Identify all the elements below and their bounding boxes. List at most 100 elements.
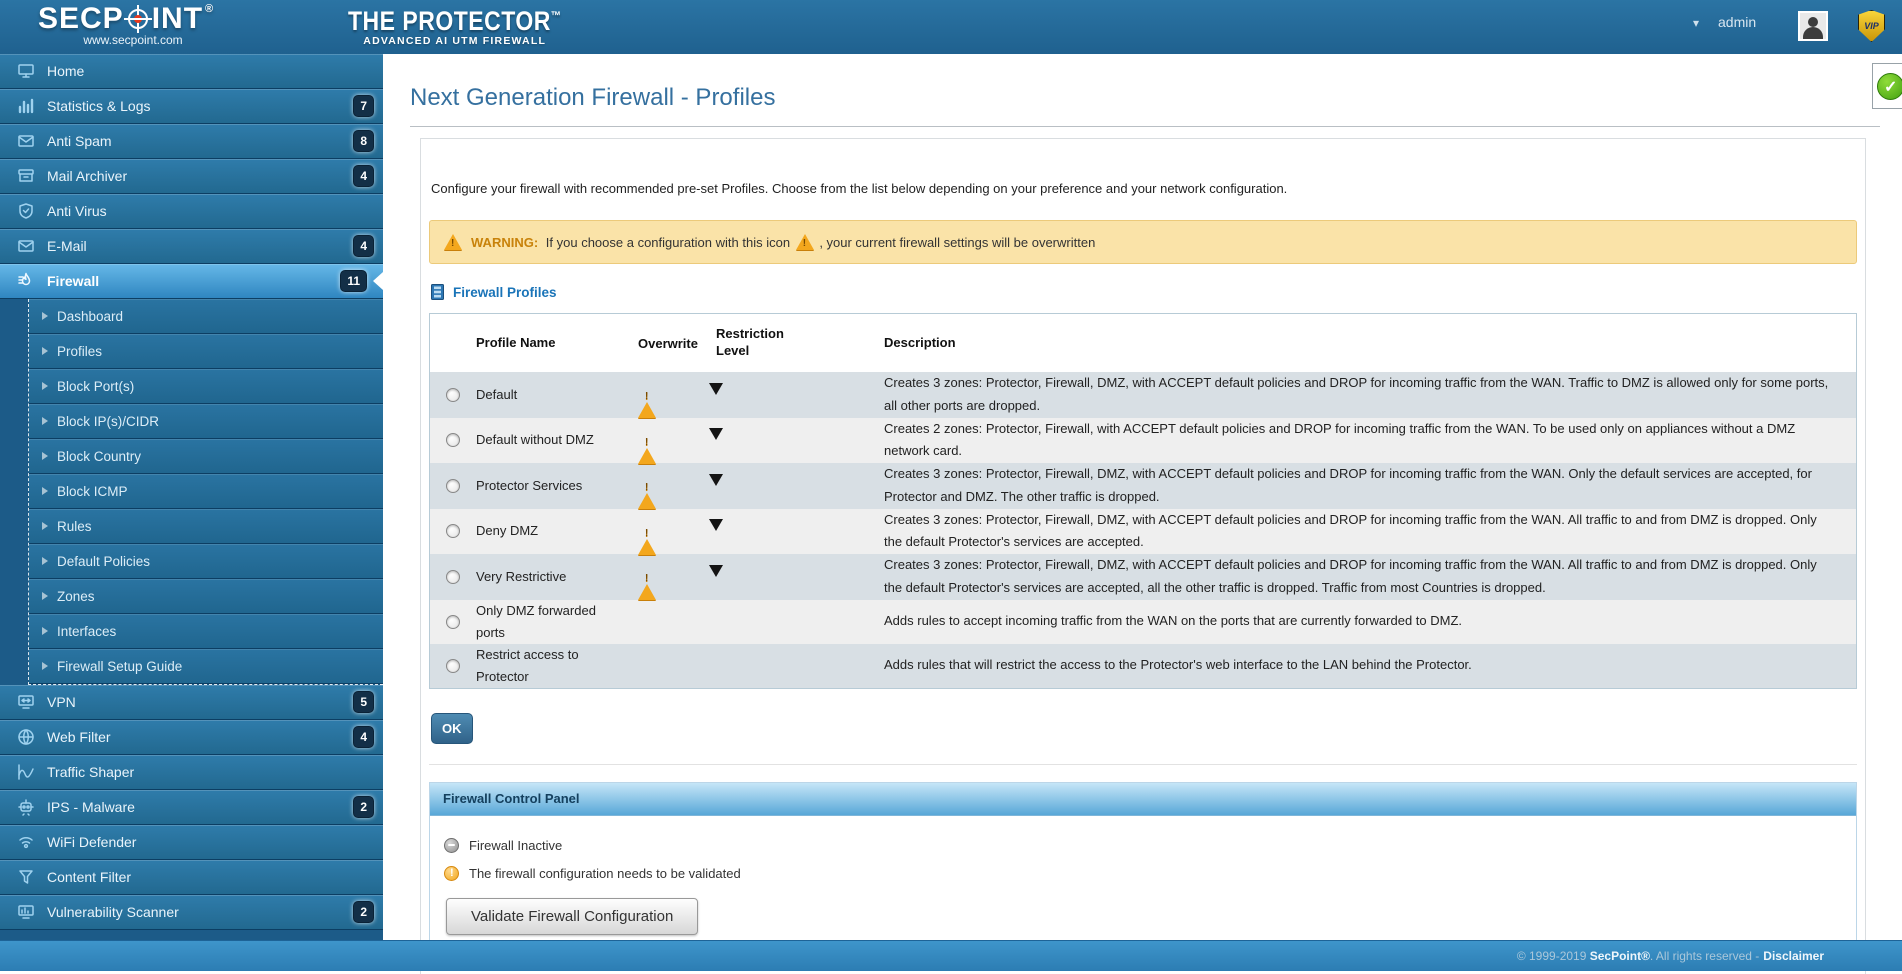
sidebar-subitem-block-icmp[interactable]: Block ICMP <box>29 474 383 509</box>
submenu-arrow-icon <box>42 487 48 495</box>
user-menu-caret-icon[interactable]: ▾ <box>1693 16 1699 30</box>
sidebar-item-statistics-logs[interactable]: Statistics & Logs 7 <box>0 89 383 124</box>
sidebar-item-label: Content Filter <box>47 869 131 885</box>
sidebar-subitem-profiles[interactable]: Profiles <box>29 334 383 369</box>
restriction-marker-icon <box>709 565 723 577</box>
column-header-profile-name: Profile Name <box>476 332 628 354</box>
count-badge: 4 <box>353 235 374 257</box>
firewall-submenu: Dashboard Profiles Block Port(s) Block I… <box>28 299 383 685</box>
firewall-control-panel: Firewall Control Panel Firewall Inactive… <box>429 782 1857 954</box>
ok-button[interactable]: OK <box>431 713 473 744</box>
profile-radio[interactable] <box>446 570 460 584</box>
overwrite-warning-icon <box>638 478 656 509</box>
warning-text-before: If you choose a configuration with this … <box>546 235 790 250</box>
sidebar-subitem-rules[interactable]: Rules <box>29 509 383 544</box>
profile-name: Default without DMZ <box>476 429 628 451</box>
sidebar-item-traffic-shaper[interactable]: Traffic Shaper <box>0 755 383 790</box>
sidebar-item-label: Home <box>47 63 84 79</box>
firewall-status-line: Firewall Inactive <box>444 838 1842 853</box>
submenu-item-label: Block Country <box>57 449 141 464</box>
sidebar-item-label: E-Mail <box>47 238 87 254</box>
profile-radio[interactable] <box>446 659 460 673</box>
submenu-arrow-icon <box>42 417 48 425</box>
warning-banner: WARNING: If you choose a configuration w… <box>429 220 1857 264</box>
sidebar-item-anti-virus[interactable]: Anti Virus <box>0 194 383 229</box>
anti-spam-icon <box>14 131 38 151</box>
web-filter-icon <box>14 727 38 747</box>
sidebar-item-mail-archiver[interactable]: Mail Archiver 4 <box>0 159 383 194</box>
sidebar-subitem-dashboard[interactable]: Dashboard <box>29 299 383 334</box>
profile-name: Protector Services <box>476 475 628 497</box>
inactive-status-icon <box>444 838 459 853</box>
sidebar-item-label: Vulnerability Scanner <box>47 904 179 920</box>
sidebar-subitem-block-ports[interactable]: Block Port(s) <box>29 369 383 404</box>
profile-description: Creates 3 zones: Protector, Firewall, DM… <box>884 554 1856 600</box>
overwrite-warning-icon <box>638 524 656 555</box>
count-badge: 7 <box>353 95 374 117</box>
sidebar-item-ips-malware[interactable]: IPS - Malware 2 <box>0 790 383 825</box>
sidebar-item-label: Anti Spam <box>47 133 112 149</box>
registered-mark: ® <box>205 3 214 15</box>
profile-radio[interactable] <box>446 615 460 629</box>
sidebar-subitem-block-ips-cidr[interactable]: Block IP(s)/CIDR <box>29 404 383 439</box>
profile-name: Only DMZ forwarded ports <box>476 600 628 644</box>
content-filter-icon <box>14 867 38 887</box>
warning-text-after: , your current firewall settings will be… <box>819 235 1095 250</box>
sidebar-item-web-filter[interactable]: Web Filter 4 <box>0 720 383 755</box>
sidebar-item-label: VPN <box>47 694 76 710</box>
sidebar-item-content-filter[interactable]: Content Filter <box>0 860 383 895</box>
product-title: THE PROTECTOR <box>348 5 551 36</box>
profile-radio[interactable] <box>446 433 460 447</box>
validate-firewall-configuration-button[interactable]: Validate Firewall Configuration <box>446 898 698 935</box>
sidebar-item-home[interactable]: Home <box>0 54 383 89</box>
sidebar-subitem-block-country[interactable]: Block Country <box>29 439 383 474</box>
sidebar-item-vpn[interactable]: VPN 5 <box>0 685 383 720</box>
disclaimer-link[interactable]: Disclaimer <box>1763 949 1824 963</box>
profile-radio[interactable] <box>446 388 460 402</box>
footer-brand: SecPoint® <box>1590 949 1650 963</box>
sidebar-item-email[interactable]: E-Mail 4 <box>0 229 383 264</box>
firewall-status-text: Firewall Inactive <box>469 838 562 853</box>
sidebar-item-firewall[interactable]: Firewall 11 <box>0 264 383 299</box>
sidebar-item-anti-spam[interactable]: Anti Spam 8 <box>0 124 383 159</box>
profile-radio[interactable] <box>446 524 460 538</box>
sidebar-item-vulnerability-scanner[interactable]: Vulnerability Scanner 2 <box>0 895 383 930</box>
status-notification-widget[interactable] <box>1872 63 1902 109</box>
count-badge: 8 <box>353 130 374 152</box>
profile-name: Restrict access to Protector <box>476 644 628 688</box>
count-badge: 2 <box>353 796 374 818</box>
warning-triangle-icon <box>444 234 462 250</box>
sidebar-item-label: Statistics & Logs <box>47 98 151 114</box>
sidebar-subitem-zones[interactable]: Zones <box>29 579 383 614</box>
firewall-profiles-section-header: Firewall Profiles <box>431 284 1855 300</box>
sidebar-subitem-default-policies[interactable]: Default Policies <box>29 544 383 579</box>
sidebar-item-wifi-defender[interactable]: WiFi Defender <box>0 825 383 860</box>
control-panel-title: Firewall Control Panel <box>430 783 1856 816</box>
submenu-arrow-icon <box>42 627 48 635</box>
table-row-restrict-access-to-protector: Restrict access to Protector Adds rules … <box>430 644 1856 688</box>
mail-archiver-icon <box>14 166 38 186</box>
sidebar-item-label: Firewall <box>47 273 99 289</box>
submenu-item-label: Default Policies <box>57 554 150 569</box>
firewall-profiles-icon <box>431 284 444 300</box>
user-avatar[interactable] <box>1798 11 1828 41</box>
submenu-item-label: Profiles <box>57 344 102 359</box>
count-badge: 2 <box>353 901 374 923</box>
count-badge: 11 <box>340 270 367 292</box>
overwrite-warning-icon <box>638 433 656 464</box>
firewall-icon <box>14 271 38 291</box>
user-menu-admin[interactable]: admin <box>1718 14 1756 30</box>
footer-copyright: © 1999-2019 <box>1517 949 1590 963</box>
submenu-item-label: Rules <box>57 519 92 534</box>
submenu-item-label: Block IP(s)/CIDR <box>57 414 159 429</box>
restriction-marker-icon <box>709 383 723 395</box>
profile-name: Deny DMZ <box>476 520 628 542</box>
submenu-arrow-icon <box>42 557 48 565</box>
submenu-arrow-icon <box>42 452 48 460</box>
sidebar-subitem-firewall-setup-guide[interactable]: Firewall Setup Guide <box>29 649 383 684</box>
vip-badge-icon[interactable]: VIP <box>1858 10 1885 42</box>
footer-bar: © 1999-2019 SecPoint®. All rights reserv… <box>0 940 1902 971</box>
profile-radio[interactable] <box>446 479 460 493</box>
sidebar-subitem-interfaces[interactable]: Interfaces <box>29 614 383 649</box>
anti-virus-icon <box>14 201 38 221</box>
